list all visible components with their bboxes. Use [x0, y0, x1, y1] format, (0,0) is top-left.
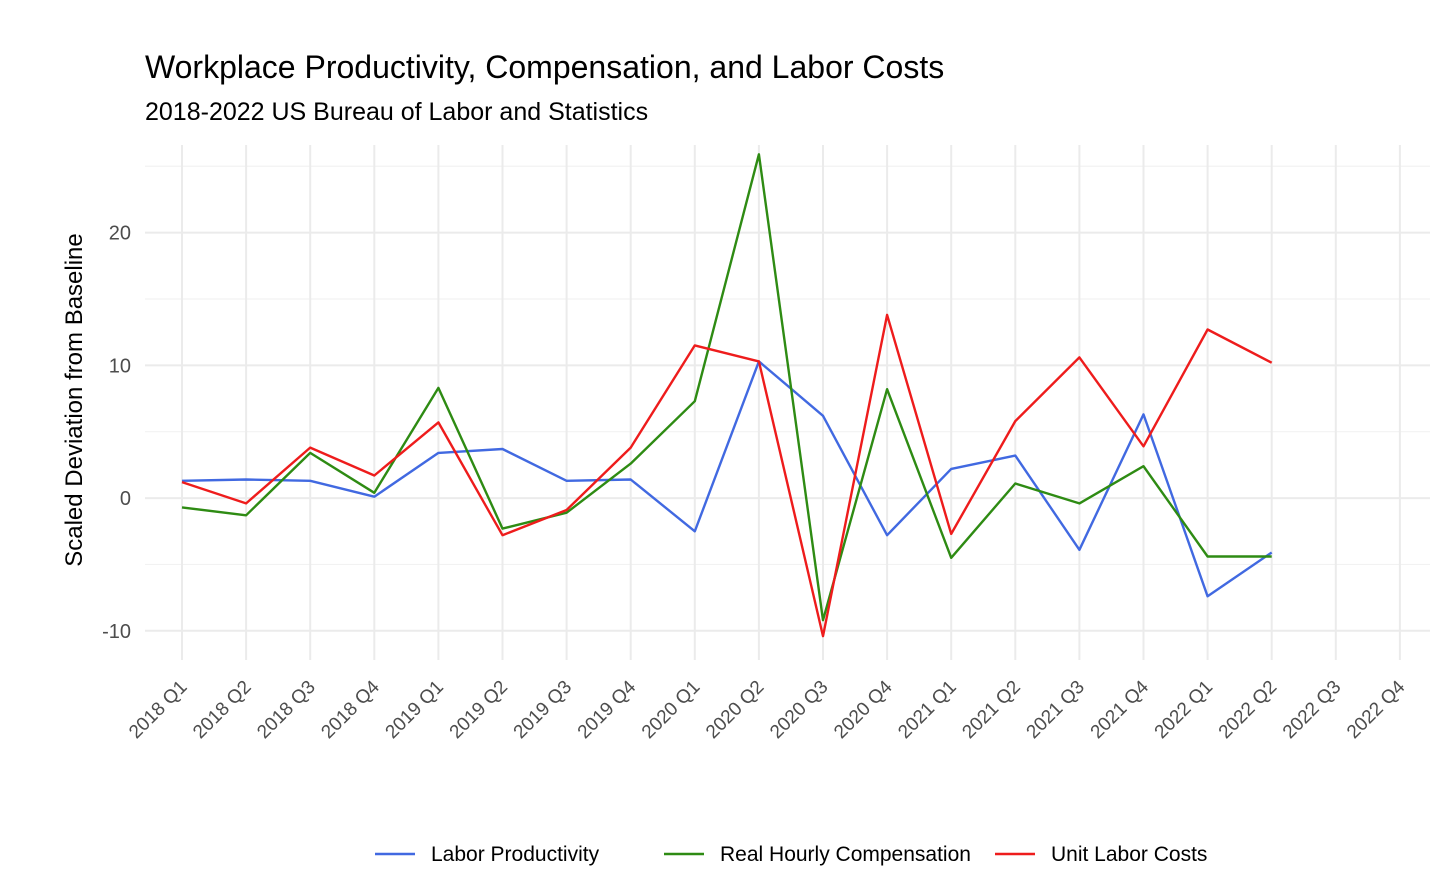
x-tick-label: 2020 Q3 [766, 677, 832, 743]
x-tick-label: 2021 Q4 [1087, 676, 1154, 743]
x-tick-label: 2018 Q1 [125, 677, 191, 743]
x-tick-label: 2019 Q4 [574, 676, 641, 743]
y-tick-label: 10 [109, 355, 131, 377]
chart-title: Workplace Productivity, Compensation, an… [145, 49, 944, 85]
series-line [181, 153, 1272, 622]
legend-item: Unit Labor Costs [995, 843, 1207, 866]
x-tick-label: 2021 Q1 [894, 677, 960, 743]
x-tick-label: 2018 Q2 [189, 677, 255, 743]
x-tick-label: 2022 Q2 [1215, 677, 1281, 743]
y-tick-label: 20 [109, 223, 131, 245]
x-tick-label: 2020 Q2 [702, 677, 768, 743]
y-tick-label: 0 [120, 488, 131, 510]
x-tick-label: 2020 Q4 [830, 676, 897, 743]
y-tick-label: -10 [102, 621, 131, 643]
legend-label: Unit Labor Costs [1051, 843, 1207, 866]
x-tick-label: 2022 Q4 [1343, 676, 1410, 743]
x-tick-label: 2018 Q3 [253, 677, 319, 743]
x-tick-label: 2018 Q4 [317, 676, 384, 743]
x-tick-label: 2020 Q1 [638, 677, 704, 743]
legend-label: Real Hourly Compensation [720, 843, 971, 866]
plot-lines [181, 153, 1273, 638]
x-tick-label: 2019 Q1 [382, 677, 448, 743]
legend-item: Labor Productivity [375, 843, 600, 866]
series-line [181, 313, 1273, 638]
legend-item: Real Hourly Compensation [664, 843, 971, 866]
legend: Labor Productivity Real Hourly Compensati… [375, 843, 1207, 866]
x-tick-label: 2022 Q3 [1279, 677, 1345, 743]
series-line [181, 360, 1273, 598]
chart-subtitle: 2018-2022 US Bureau of Labor and Statist… [145, 98, 648, 126]
y-axis-label: Scaled Deviation from Baseline [61, 233, 88, 567]
x-tick-label: 2021 Q3 [1023, 677, 1089, 743]
x-tick-label: 2021 Q2 [958, 677, 1024, 743]
x-tick-label: 2019 Q3 [510, 677, 576, 743]
legend-label: Labor Productivity [431, 843, 600, 866]
x-tick-label: 2019 Q2 [446, 677, 512, 743]
grid [145, 145, 1430, 660]
x-tick-label: 2022 Q1 [1151, 677, 1217, 743]
y-axis-ticks: -10 0 10 20 [102, 223, 131, 643]
